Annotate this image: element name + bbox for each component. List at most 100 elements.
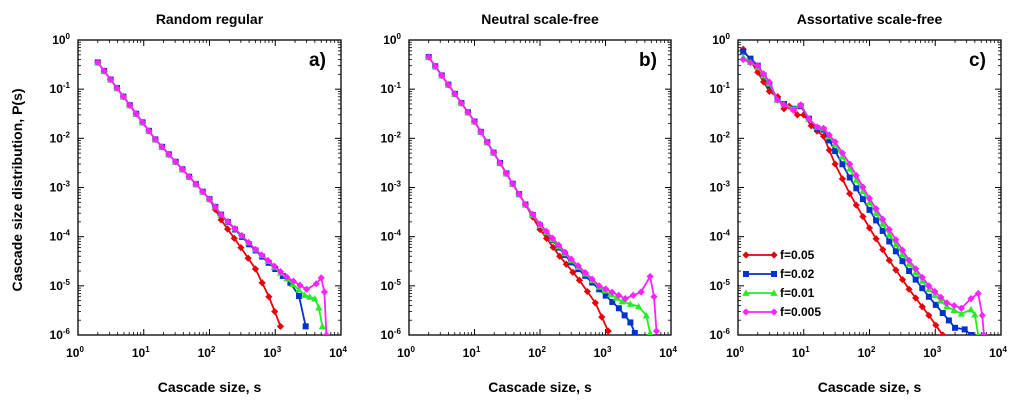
y-tick-label: 10-5 bbox=[50, 278, 71, 293]
data-point bbox=[536, 220, 544, 228]
data-point bbox=[773, 96, 782, 104]
data-point bbox=[859, 183, 867, 191]
data-point bbox=[145, 127, 153, 135]
x-tick-label: 104 bbox=[329, 345, 347, 360]
data-point bbox=[642, 311, 650, 319]
data-point bbox=[165, 150, 173, 158]
data-point bbox=[646, 329, 654, 335]
data-point bbox=[575, 276, 584, 284]
x-tick-label: 101 bbox=[132, 345, 150, 360]
data-point bbox=[567, 255, 575, 263]
legend-entry-label: f=0.05 bbox=[780, 248, 815, 262]
data-point bbox=[819, 124, 828, 132]
data-point bbox=[879, 215, 887, 223]
data-point bbox=[595, 282, 603, 290]
data-point bbox=[918, 273, 926, 281]
series-line bbox=[97, 61, 324, 327]
data-point bbox=[905, 285, 913, 293]
data-point bbox=[931, 287, 939, 296]
y-tick-label: 100 bbox=[712, 32, 730, 47]
data-point bbox=[937, 293, 945, 301]
data-point bbox=[230, 234, 238, 242]
y-tick-label: 10-6 bbox=[710, 327, 731, 342]
legend: f=0.05 f=0.02 f=0.01 f=0.005 bbox=[742, 248, 821, 319]
data-point bbox=[899, 258, 906, 265]
data-point bbox=[172, 158, 180, 166]
data-point bbox=[425, 53, 433, 61]
data-point bbox=[739, 55, 747, 64]
data-point bbox=[569, 268, 577, 276]
data-point bbox=[289, 277, 298, 285]
data-point bbox=[265, 293, 273, 301]
x-tick-label: 103 bbox=[594, 345, 612, 360]
data-point bbox=[483, 138, 491, 146]
data-point bbox=[271, 307, 279, 316]
data-point bbox=[306, 293, 314, 300]
y-tick-label: 10-6 bbox=[50, 327, 71, 342]
data-point bbox=[943, 299, 951, 307]
y-tick-label: 10-2 bbox=[381, 130, 402, 145]
data-point bbox=[759, 70, 768, 78]
data-point bbox=[826, 137, 833, 144]
data-point bbox=[859, 212, 867, 221]
x-tick-label: 100 bbox=[726, 345, 744, 360]
legend-marker bbox=[771, 271, 777, 277]
data-point bbox=[301, 291, 309, 298]
data-point bbox=[925, 311, 933, 320]
panel-title: Assortative scale-free bbox=[797, 11, 943, 27]
data-point bbox=[119, 93, 127, 101]
data-point bbox=[831, 160, 839, 168]
data-point bbox=[548, 234, 557, 242]
data-point bbox=[217, 216, 225, 224]
data-point bbox=[205, 195, 214, 203]
data-point bbox=[132, 110, 140, 118]
legend-entry-label: f=0.02 bbox=[780, 267, 815, 281]
data-point bbox=[892, 240, 900, 248]
panel-title: Neutral scale-free bbox=[481, 11, 599, 27]
series-line bbox=[427, 56, 658, 332]
data-point bbox=[315, 304, 323, 311]
data-point bbox=[805, 115, 813, 123]
y-axis-label: Cascade size distribution, P(s) bbox=[9, 88, 25, 291]
data-point bbox=[612, 294, 621, 301]
data-point bbox=[621, 312, 628, 319]
data-point bbox=[521, 200, 530, 209]
data-point bbox=[892, 266, 900, 274]
data-point bbox=[318, 322, 326, 330]
data-point bbox=[556, 252, 564, 260]
data-point bbox=[312, 280, 320, 288]
legend-entry-label: f=0.01 bbox=[780, 286, 815, 300]
data-point bbox=[264, 256, 272, 265]
data-point bbox=[898, 250, 907, 257]
x-axis-label: Cascade size, s bbox=[818, 379, 922, 395]
x-tick-label: 104 bbox=[989, 345, 1007, 360]
charts-group: Random regular a) 100 101 102 103 104 10-6 10-5 1… bbox=[50, 11, 1008, 395]
data-point bbox=[237, 243, 245, 252]
data-point bbox=[892, 248, 899, 255]
data-point bbox=[444, 81, 452, 89]
data-point bbox=[932, 321, 940, 329]
data-point bbox=[885, 231, 893, 238]
data-point bbox=[859, 196, 866, 203]
y-tick-label: 10-3 bbox=[710, 180, 731, 195]
data-point bbox=[224, 218, 232, 226]
data-point bbox=[496, 159, 504, 167]
data-point bbox=[591, 299, 599, 307]
data-point bbox=[961, 326, 968, 333]
data-point bbox=[652, 327, 661, 335]
y-tick-label: 100 bbox=[383, 32, 401, 47]
legend-marker bbox=[743, 271, 749, 277]
data-point bbox=[813, 123, 821, 131]
data-area bbox=[425, 53, 661, 335]
data-point bbox=[631, 329, 638, 335]
x-tick-label: 103 bbox=[263, 345, 281, 360]
data-point bbox=[317, 274, 325, 282]
data-point bbox=[918, 303, 926, 311]
data-point bbox=[583, 287, 591, 296]
panel-title: Random regular bbox=[156, 11, 264, 27]
data-point bbox=[626, 300, 635, 307]
data-point bbox=[912, 276, 919, 283]
data-point bbox=[865, 194, 874, 203]
series-f=0.005 bbox=[425, 53, 661, 335]
